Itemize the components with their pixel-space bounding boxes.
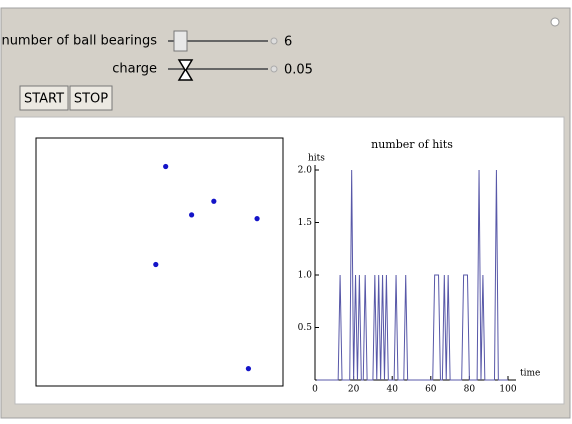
x-tick-label: 80 (464, 385, 476, 395)
slider-expand[interactable] (270, 37, 278, 45)
button-label[interactable]: START (24, 92, 64, 107)
slider-label: number of ball bearings (1, 34, 157, 49)
slider-label: charge (112, 62, 157, 77)
y-tick-label: 1.0 (298, 271, 313, 281)
hits-line (316, 169, 508, 381)
ball (254, 216, 260, 222)
ball (153, 261, 159, 268)
slider-thumb[interactable] (173, 30, 188, 52)
stop-button[interactable] (69, 85, 113, 111)
ball (211, 198, 217, 204)
chart-title: number of hits (371, 138, 453, 151)
start-button[interactable] (19, 85, 69, 111)
busy-hourglass (177, 59, 194, 81)
ball (245, 366, 252, 372)
slider-value: 6 (284, 35, 292, 50)
x-tick-label: 60 (425, 385, 437, 395)
button-label[interactable]: STOP (74, 92, 108, 107)
y-axis-label: hits (308, 154, 325, 164)
ball (163, 163, 169, 170)
x-axis-label: time (520, 369, 540, 379)
x-tick-label: 0 (312, 385, 318, 395)
output-area (14, 116, 565, 405)
y-tick-label: 0.5 (298, 323, 313, 333)
ball (189, 212, 195, 218)
slider-expand[interactable] (270, 65, 278, 73)
x-tick-label: 100 (499, 385, 516, 395)
y-tick-label: 1.5 (298, 218, 313, 228)
x-tick-label: 40 (386, 385, 398, 395)
slider-value: 0.05 (284, 63, 313, 78)
y-tick-label: 2.0 (298, 166, 313, 176)
options-button[interactable] (550, 17, 560, 27)
scatter-frame (35, 137, 284, 387)
x-tick-label: 20 (348, 385, 360, 395)
